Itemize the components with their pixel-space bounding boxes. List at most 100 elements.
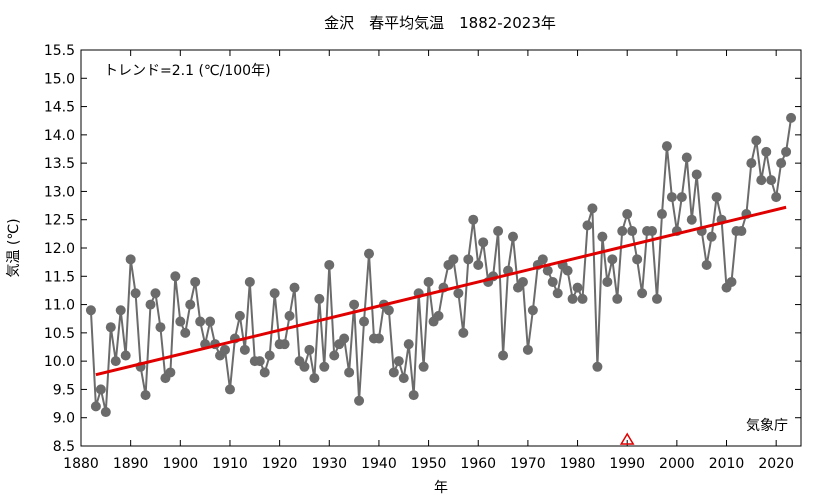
data-point [597,231,608,242]
data-point [110,356,121,367]
data-point [418,361,429,372]
data-point [244,276,255,287]
data-point [686,214,697,225]
data-point [329,350,340,361]
data-point [627,226,638,237]
data-point [468,214,479,225]
data-point [433,310,444,321]
data-point [508,231,518,242]
data-point [736,226,747,237]
data-point [259,367,270,378]
x-tick-label: 1950 [411,456,447,472]
y-tick-label: 8.5 [53,439,75,455]
y-axis: 8.5 9.0 9.5 10.0 10.5 11.0 11.5 12.0 12.5 13.0 13.… [44,43,801,455]
data-point [175,316,186,327]
plot-frame [80,49,802,447]
data-point [567,293,578,304]
data-point [612,293,623,304]
source-label: 気象庁 [746,418,788,434]
data-point [165,367,176,378]
data-point [155,322,166,333]
data-point [170,271,181,282]
data-point [150,288,161,299]
data-point [478,237,489,248]
data-point [751,135,762,146]
data-point [527,305,538,316]
data-point [493,226,504,237]
x-tick-label: 1980 [560,456,596,472]
data-point [547,276,558,287]
data-point [552,288,563,299]
data-point [656,209,667,220]
chart-title: 金沢 春平均気温 1882-2023年 [324,14,556,32]
data-point [403,339,414,350]
data-point [681,152,692,163]
data-point [652,293,662,304]
data-point [756,175,767,186]
y-tick-label: 11.0 [44,298,75,314]
data-point [85,305,96,316]
data-point [279,339,290,350]
data-point [105,322,116,333]
data-point [423,276,434,287]
data-point [572,282,583,293]
data-point [622,209,633,220]
data-point [701,259,712,270]
data-point [711,192,722,203]
data-point [408,390,419,401]
data-point [726,276,737,287]
y-tick-label: 15.5 [44,43,75,59]
trend-annotation: トレンド=2.1 (℃/100年) [104,63,271,79]
data-point [185,299,196,310]
x-tick-label: 1910 [212,456,248,472]
temperature-series [85,112,797,418]
y-tick-label: 15.0 [44,71,75,87]
data-point [522,344,533,355]
data-point [180,327,191,338]
data-point [383,305,394,316]
data-point [582,220,593,231]
data-point [224,384,235,395]
data-point [90,401,101,412]
data-point [562,265,573,276]
data-point [324,259,335,270]
x-axis: 1880 1890 1900 1910 1920 1930 1940 1950 1960 1970… [63,50,794,472]
data-point [309,373,320,384]
y-tick-label: 12.5 [44,213,75,229]
data-point [190,276,201,287]
data-point [448,254,459,265]
data-point [746,158,757,169]
x-tick-label: 1940 [361,456,397,472]
series-line [89,117,793,413]
x-tick-label: 1990 [609,456,645,472]
data-point [220,344,230,355]
x-tick-label: 2010 [709,456,745,472]
data-point [269,288,280,299]
data-point [145,299,156,310]
y-tick-label: 14.0 [44,128,75,144]
data-point [354,395,365,406]
data-point [761,146,772,157]
y-tick-label: 14.5 [44,100,75,116]
data-point [463,254,474,265]
data-point [205,316,216,327]
y-tick-label: 11.5 [44,269,75,285]
data-point [607,254,618,265]
data-point [676,192,687,203]
y-tick-label: 13.0 [44,184,75,200]
data-point [364,248,374,259]
x-tick-label: 1880 [63,456,99,472]
x-tick-label: 1920 [262,456,298,472]
data-point [458,327,469,338]
y-tick-label: 9.5 [53,382,75,398]
y-axis-label: 気温 (℃) [6,218,22,277]
data-point [264,350,275,361]
data-point [304,344,315,355]
data-point [289,282,300,293]
data-point [647,226,658,237]
data-point [453,288,464,299]
data-point [637,288,648,299]
observation-change-marker [619,432,635,445]
data-point [95,384,106,395]
